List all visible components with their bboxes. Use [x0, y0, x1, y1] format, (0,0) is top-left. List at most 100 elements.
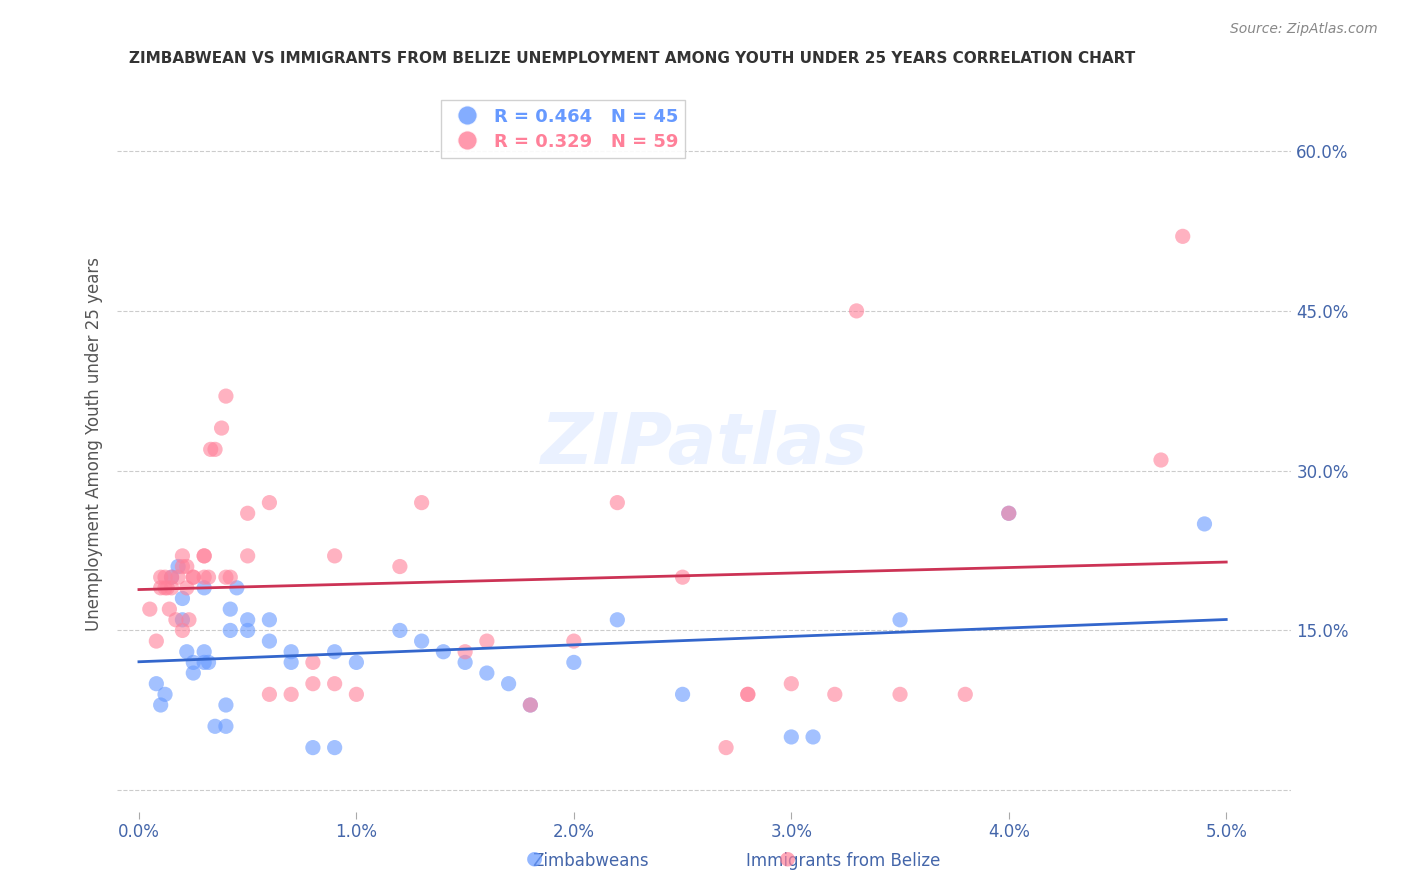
Point — [165, 613, 187, 627]
Point — [259, 613, 281, 627]
Point — [606, 495, 628, 509]
Point — [219, 570, 242, 584]
Point — [219, 624, 242, 638]
Point — [204, 719, 226, 733]
Point — [498, 676, 520, 690]
Point — [215, 389, 238, 403]
Point — [519, 698, 541, 712]
Point — [955, 687, 977, 701]
Point — [671, 687, 693, 701]
Point — [344, 656, 367, 670]
Point — [280, 687, 302, 701]
Point — [236, 549, 259, 563]
Point — [562, 634, 585, 648]
Point — [323, 676, 346, 690]
Point — [215, 698, 238, 712]
Point — [475, 634, 498, 648]
Point — [172, 549, 194, 563]
Point — [172, 559, 194, 574]
Point — [181, 656, 204, 670]
Point — [388, 624, 411, 638]
Point — [176, 559, 198, 574]
Point — [454, 645, 477, 659]
Point — [167, 559, 190, 574]
Point — [323, 740, 346, 755]
Point — [176, 645, 198, 659]
Text: ●: ● — [779, 848, 796, 867]
Point — [1171, 229, 1194, 244]
Text: ●: ● — [526, 848, 543, 867]
Point — [824, 687, 846, 701]
Point — [737, 687, 759, 701]
Point — [845, 304, 868, 318]
Point — [193, 581, 215, 595]
Point — [562, 656, 585, 670]
Point — [172, 591, 194, 606]
Point — [193, 549, 215, 563]
Point — [172, 624, 194, 638]
Point — [145, 634, 167, 648]
Text: ZIPatlas: ZIPatlas — [541, 409, 868, 478]
Point — [197, 570, 219, 584]
Point — [215, 719, 238, 733]
Point — [259, 687, 281, 701]
Text: Source: ZipAtlas.com: Source: ZipAtlas.com — [1230, 22, 1378, 37]
Text: Immigrants from Belize: Immigrants from Belize — [747, 852, 941, 870]
Y-axis label: Unemployment Among Youth under 25 years: Unemployment Among Youth under 25 years — [86, 257, 103, 631]
Point — [177, 613, 200, 627]
Point — [157, 602, 180, 616]
Point — [176, 581, 198, 595]
Point — [323, 549, 346, 563]
Point — [606, 613, 628, 627]
Point — [204, 442, 226, 457]
Point — [200, 442, 222, 457]
Point — [1194, 516, 1216, 531]
Point — [997, 506, 1019, 520]
Point — [475, 666, 498, 681]
Point — [801, 730, 824, 744]
Point — [302, 676, 325, 690]
Point — [714, 740, 737, 755]
Point — [737, 687, 759, 701]
Point — [181, 570, 204, 584]
Point — [219, 602, 242, 616]
Point — [197, 656, 219, 670]
Point — [153, 581, 176, 595]
Point — [1150, 453, 1173, 467]
Point — [344, 687, 367, 701]
Point — [411, 634, 433, 648]
Point — [181, 570, 204, 584]
Point — [149, 570, 172, 584]
Text: ZIMBABWEAN VS IMMIGRANTS FROM BELIZE UNEMPLOYMENT AMONG YOUTH UNDER 25 YEARS COR: ZIMBABWEAN VS IMMIGRANTS FROM BELIZE UNE… — [129, 51, 1135, 66]
Legend: R = 0.464   N = 45, R = 0.329   N = 59: R = 0.464 N = 45, R = 0.329 N = 59 — [441, 100, 685, 158]
Point — [302, 656, 325, 670]
Point — [454, 656, 477, 670]
Point — [671, 570, 693, 584]
Point — [411, 495, 433, 509]
Point — [181, 666, 204, 681]
Point — [167, 570, 190, 584]
Point — [153, 687, 176, 701]
Point — [280, 656, 302, 670]
Point — [139, 602, 162, 616]
Point — [388, 559, 411, 574]
Point — [236, 613, 259, 627]
Point — [259, 495, 281, 509]
Point — [149, 581, 172, 595]
Point — [780, 730, 803, 744]
Text: Zimbabweans: Zimbabweans — [533, 852, 648, 870]
Point — [153, 570, 176, 584]
Point — [225, 581, 247, 595]
Point — [259, 634, 281, 648]
Point — [302, 740, 325, 755]
Point — [236, 506, 259, 520]
Point — [193, 656, 215, 670]
Point — [160, 581, 183, 595]
Point — [160, 570, 183, 584]
Point — [889, 613, 911, 627]
Point — [997, 506, 1019, 520]
Point — [323, 645, 346, 659]
Point — [193, 549, 215, 563]
Point — [156, 581, 179, 595]
Point — [172, 613, 194, 627]
